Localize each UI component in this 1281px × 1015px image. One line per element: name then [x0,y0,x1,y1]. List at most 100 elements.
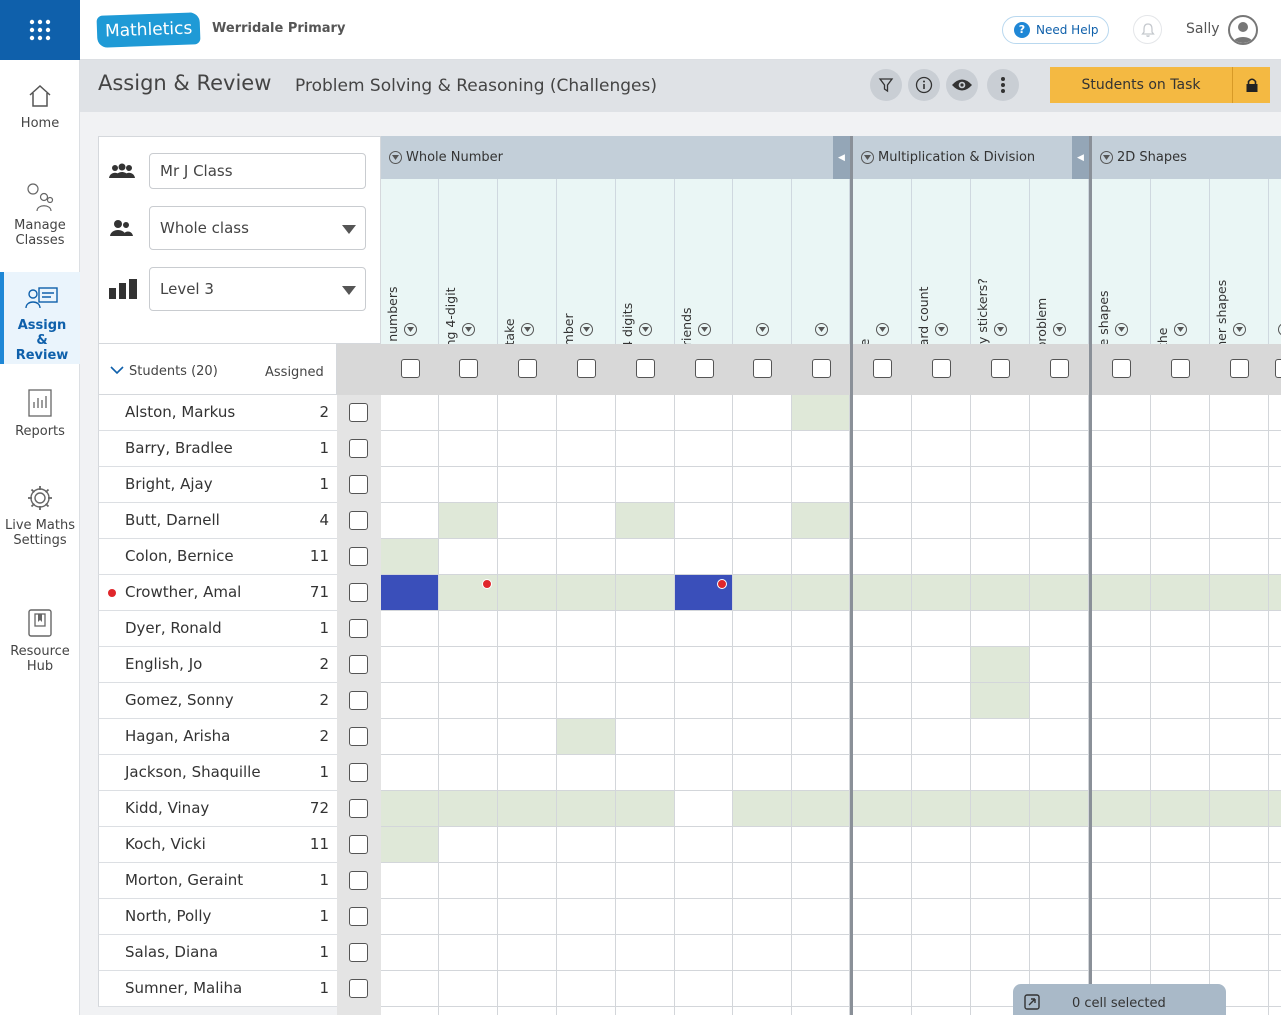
assignment-cell[interactable] [557,395,616,431]
assignment-cell[interactable] [439,647,498,683]
student-row[interactable]: Crowther, Amal 71 [98,575,337,611]
assignment-cell[interactable] [733,611,792,647]
assignment-cell[interactable] [792,611,850,647]
activity-header[interactable]: Alex's number [557,179,616,403]
assignment-cell[interactable] [1210,431,1269,467]
assignment-cell[interactable] [792,431,850,467]
assignment-cell[interactable] [498,755,557,791]
assignment-cell[interactable] [1151,647,1210,683]
chevron-down-icon[interactable] [521,323,534,336]
assignment-cell[interactable] [675,755,733,791]
student-row[interactable]: Barry, Bradlee 1 [98,431,337,467]
assignment-cell[interactable] [792,683,850,719]
assignment-cell[interactable] [381,899,439,935]
assignment-cell[interactable] [792,863,850,899]
assignment-cell[interactable] [1210,863,1269,899]
assignment-cell[interactable] [439,539,498,575]
activity-header[interactable]: Sort these shapes out! [1092,179,1151,403]
assignment-cell[interactable] [675,611,733,647]
assignment-cell[interactable] [439,1007,498,1015]
assignment-cell[interactable] [733,431,792,467]
assignment-cell[interactable] [1269,431,1281,467]
assignment-cell[interactable] [971,611,1030,647]
chevron-down-icon[interactable] [876,323,889,336]
assignment-cell[interactable] [971,863,1030,899]
assignment-cell[interactable] [439,935,498,971]
need-help-button[interactable]: ? Need Help [1002,16,1109,44]
student-row[interactable]: Sumner, Maliha 1 [98,971,337,1007]
assignment-cell[interactable] [498,971,557,1007]
assignment-cell[interactable] [557,683,616,719]
assignment-cell[interactable] [912,683,971,719]
assignment-cell[interactable] [675,647,733,683]
assignment-cell[interactable] [557,1007,616,1015]
assignment-cell[interactable] [616,467,675,503]
assignment-cell[interactable] [381,971,439,1007]
assignment-cell[interactable] [381,467,439,503]
assignment-cell[interactable] [616,503,675,539]
assignment-cell[interactable] [733,719,792,755]
assignment-cell[interactable] [557,791,616,827]
assignment-cell[interactable] [616,1007,675,1015]
assignment-cell[interactable] [616,971,675,1007]
chevron-down-icon[interactable] [935,323,948,336]
assignment-cell[interactable] [1092,755,1151,791]
assignment-cell[interactable] [381,683,439,719]
nav-assign-review[interactable]: Assign & Review [0,272,80,364]
assignment-cell[interactable] [439,863,498,899]
assignment-cell[interactable] [1030,647,1089,683]
assignment-cell[interactable] [792,971,850,1007]
assignment-cell[interactable] [1269,755,1281,791]
assignment-cell[interactable] [853,827,912,863]
assignment-cell[interactable] [912,647,971,683]
username[interactable]: Sally [1186,21,1220,37]
assignment-cell[interactable] [675,683,733,719]
assignment-cell[interactable] [557,899,616,935]
assignment-cell[interactable] [912,935,971,971]
student-checkbox[interactable] [349,979,368,998]
chevron-down-icon[interactable] [639,323,652,336]
activity-header[interactable]: Swap the numbers [381,179,439,404]
assignment-cell[interactable] [498,827,557,863]
assignment-cell[interactable] [1030,863,1089,899]
assignment-cell[interactable] [1269,863,1281,899]
assignment-cell[interactable] [557,863,616,899]
info-button[interactable] [908,69,940,101]
assignment-cell[interactable] [1151,503,1210,539]
assignment-cell[interactable] [1269,1007,1281,1015]
assignment-cell[interactable] [853,719,912,755]
assignment-cell[interactable] [971,647,1030,683]
activity-checkbox[interactable] [518,359,537,378]
student-checkbox[interactable] [349,655,368,674]
student-row[interactable]: North, Polly 1 [98,899,337,935]
assignment-cell[interactable] [1030,791,1089,827]
assignment-cell[interactable] [1210,935,1269,971]
chevron-down-icon[interactable] [580,323,593,336]
assignment-cell[interactable] [1151,863,1210,899]
assignment-cell[interactable] [616,827,675,863]
assignment-cell[interactable] [792,791,850,827]
assignment-cell[interactable] [381,863,439,899]
assignment-cell[interactable] [439,971,498,1007]
chevron-down-icon[interactable] [756,323,769,336]
assignment-cell[interactable] [439,719,498,755]
assignment-cell[interactable] [1210,395,1269,431]
assignment-cell[interactable] [439,575,498,611]
assignment-cell[interactable] [381,755,439,791]
student-row[interactable]: Colon, Bernice 11 [98,539,337,575]
student-checkbox[interactable] [349,691,368,710]
assignment-cell[interactable] [792,719,850,755]
assignment-cell[interactable] [1210,827,1269,863]
assignment-cell[interactable] [733,935,792,971]
assignment-cell[interactable] [1030,539,1089,575]
activity-checkbox[interactable] [459,359,478,378]
assignment-cell[interactable] [912,611,971,647]
assignment-cell[interactable] [381,827,439,863]
assignment-cell[interactable] [381,647,439,683]
notifications-button[interactable] [1133,15,1162,44]
assignment-cell[interactable] [1151,935,1210,971]
chevron-down-icon[interactable] [814,323,828,336]
assignment-cell[interactable] [1210,611,1269,647]
assignment-cell[interactable] [616,575,675,611]
chevron-down-icon[interactable] [403,323,417,336]
